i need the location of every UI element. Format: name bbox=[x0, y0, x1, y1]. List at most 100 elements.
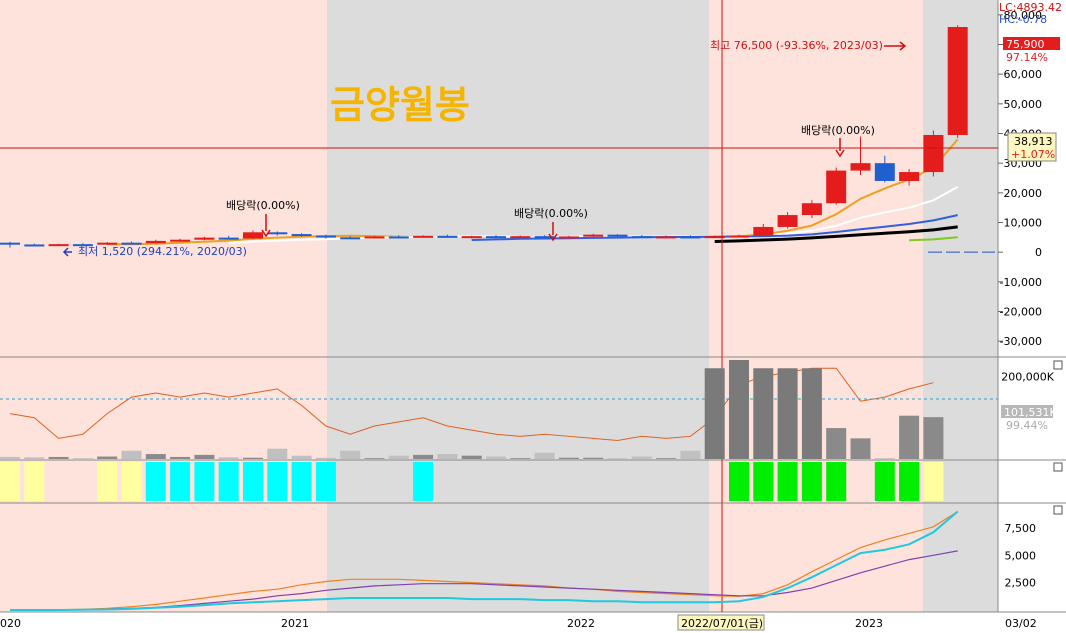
volume-bar[interactable] bbox=[510, 458, 531, 459]
candle-body[interactable] bbox=[243, 232, 263, 239]
candle[interactable] bbox=[753, 223, 774, 237]
candle-body[interactable] bbox=[0, 242, 20, 245]
candle[interactable] bbox=[777, 212, 798, 229]
candle[interactable] bbox=[437, 234, 458, 238]
volume-panel[interactable] bbox=[0, 360, 998, 459]
state-cell[interactable] bbox=[243, 462, 263, 501]
candle[interactable] bbox=[243, 230, 263, 239]
candle-body[interactable] bbox=[510, 236, 531, 239]
candle[interactable] bbox=[510, 235, 531, 239]
candle[interactable] bbox=[145, 239, 166, 244]
candle-body[interactable] bbox=[826, 170, 847, 204]
candle-body[interactable] bbox=[850, 163, 871, 171]
candle[interactable] bbox=[72, 243, 93, 247]
volume-bar[interactable] bbox=[777, 368, 798, 459]
state-cell[interactable] bbox=[753, 462, 774, 501]
candle[interactable] bbox=[121, 241, 142, 245]
candle-body[interactable] bbox=[413, 235, 434, 238]
volume-bar[interactable] bbox=[729, 360, 749, 459]
volume-bar[interactable] bbox=[72, 458, 93, 459]
state-cell[interactable] bbox=[24, 462, 45, 501]
state-cell[interactable] bbox=[291, 462, 312, 501]
candle-body[interactable] bbox=[583, 234, 604, 237]
volume-bar[interactable] bbox=[267, 448, 288, 459]
volume-bar[interactable] bbox=[607, 458, 628, 459]
candle[interactable] bbox=[267, 231, 288, 236]
state-panel[interactable] bbox=[0, 462, 944, 501]
volume-bar[interactable] bbox=[121, 450, 142, 459]
candle[interactable] bbox=[170, 238, 191, 242]
volume-bar[interactable] bbox=[874, 458, 895, 459]
candle-body[interactable] bbox=[874, 163, 895, 181]
state-cell[interactable] bbox=[170, 462, 191, 501]
state-cell[interactable] bbox=[874, 462, 895, 501]
volume-bar[interactable] bbox=[315, 457, 336, 459]
volume-bar[interactable] bbox=[583, 457, 604, 459]
state-cell[interactable] bbox=[267, 462, 288, 501]
volume-bar[interactable] bbox=[97, 456, 118, 459]
volume-bar[interactable] bbox=[0, 456, 20, 459]
price-panel[interactable] bbox=[0, 0, 998, 612]
candle[interactable] bbox=[826, 167, 847, 205]
candle-body[interactable] bbox=[777, 215, 798, 227]
volume-bar[interactable] bbox=[558, 457, 579, 459]
candle-body[interactable] bbox=[291, 234, 312, 237]
candle[interactable] bbox=[48, 243, 69, 247]
candle-body[interactable] bbox=[364, 236, 385, 239]
candle[interactable] bbox=[656, 235, 677, 239]
volume-bar[interactable] bbox=[704, 368, 725, 459]
candle-body[interactable] bbox=[388, 236, 409, 239]
volume-bar[interactable] bbox=[680, 450, 701, 459]
candle[interactable] bbox=[607, 234, 628, 238]
volume-bar[interactable] bbox=[364, 458, 385, 459]
candle-body[interactable] bbox=[461, 236, 482, 239]
volume-bar[interactable] bbox=[413, 454, 434, 459]
candle[interactable] bbox=[413, 235, 434, 238]
volume-bar[interactable] bbox=[48, 456, 69, 459]
volume-bar[interactable] bbox=[145, 454, 166, 459]
volume-bar[interactable] bbox=[340, 450, 361, 459]
volume-bar[interactable] bbox=[461, 455, 482, 459]
candle[interactable] bbox=[923, 130, 944, 177]
candle-body[interactable] bbox=[48, 244, 69, 247]
candle[interactable] bbox=[850, 136, 871, 176]
candle[interactable] bbox=[486, 234, 506, 239]
candle-body[interactable] bbox=[753, 226, 774, 236]
candle-body[interactable] bbox=[72, 244, 93, 247]
candle-body[interactable] bbox=[170, 239, 191, 242]
state-cell[interactable] bbox=[194, 462, 215, 501]
candle-body[interactable] bbox=[729, 235, 749, 238]
candle-body[interactable] bbox=[607, 234, 628, 237]
candle[interactable] bbox=[340, 236, 361, 240]
panel-close-icon[interactable] bbox=[1053, 505, 1063, 515]
state-cell[interactable] bbox=[777, 462, 798, 501]
volume-bar[interactable] bbox=[486, 456, 506, 459]
volume-bar[interactable] bbox=[218, 457, 239, 459]
candle[interactable] bbox=[631, 234, 652, 239]
candle-body[interactable] bbox=[899, 172, 920, 181]
state-cell[interactable] bbox=[729, 462, 749, 501]
volume-bar[interactable] bbox=[656, 458, 677, 459]
volume-bar[interactable] bbox=[631, 456, 652, 459]
state-cell[interactable] bbox=[0, 462, 20, 501]
candle[interactable] bbox=[558, 235, 579, 239]
indicator-panel[interactable] bbox=[10, 510, 959, 611]
state-cell[interactable] bbox=[801, 462, 822, 501]
candle-body[interactable] bbox=[267, 232, 288, 235]
candle-body[interactable] bbox=[801, 203, 822, 216]
candle-body[interactable] bbox=[486, 236, 506, 239]
volume-bar[interactable] bbox=[437, 454, 458, 459]
volume-bar[interactable] bbox=[534, 452, 555, 459]
candle-body[interactable] bbox=[656, 236, 677, 239]
state-cell[interactable] bbox=[826, 462, 847, 501]
candle-body[interactable] bbox=[145, 240, 166, 244]
candle[interactable] bbox=[874, 155, 895, 183]
candle[interactable] bbox=[0, 241, 20, 248]
candle[interactable] bbox=[729, 234, 749, 238]
state-cell[interactable] bbox=[97, 462, 118, 501]
candle-body[interactable] bbox=[340, 237, 361, 240]
candle-body[interactable] bbox=[194, 237, 215, 240]
state-cell[interactable] bbox=[923, 462, 944, 501]
candle-body[interactable] bbox=[437, 235, 458, 238]
